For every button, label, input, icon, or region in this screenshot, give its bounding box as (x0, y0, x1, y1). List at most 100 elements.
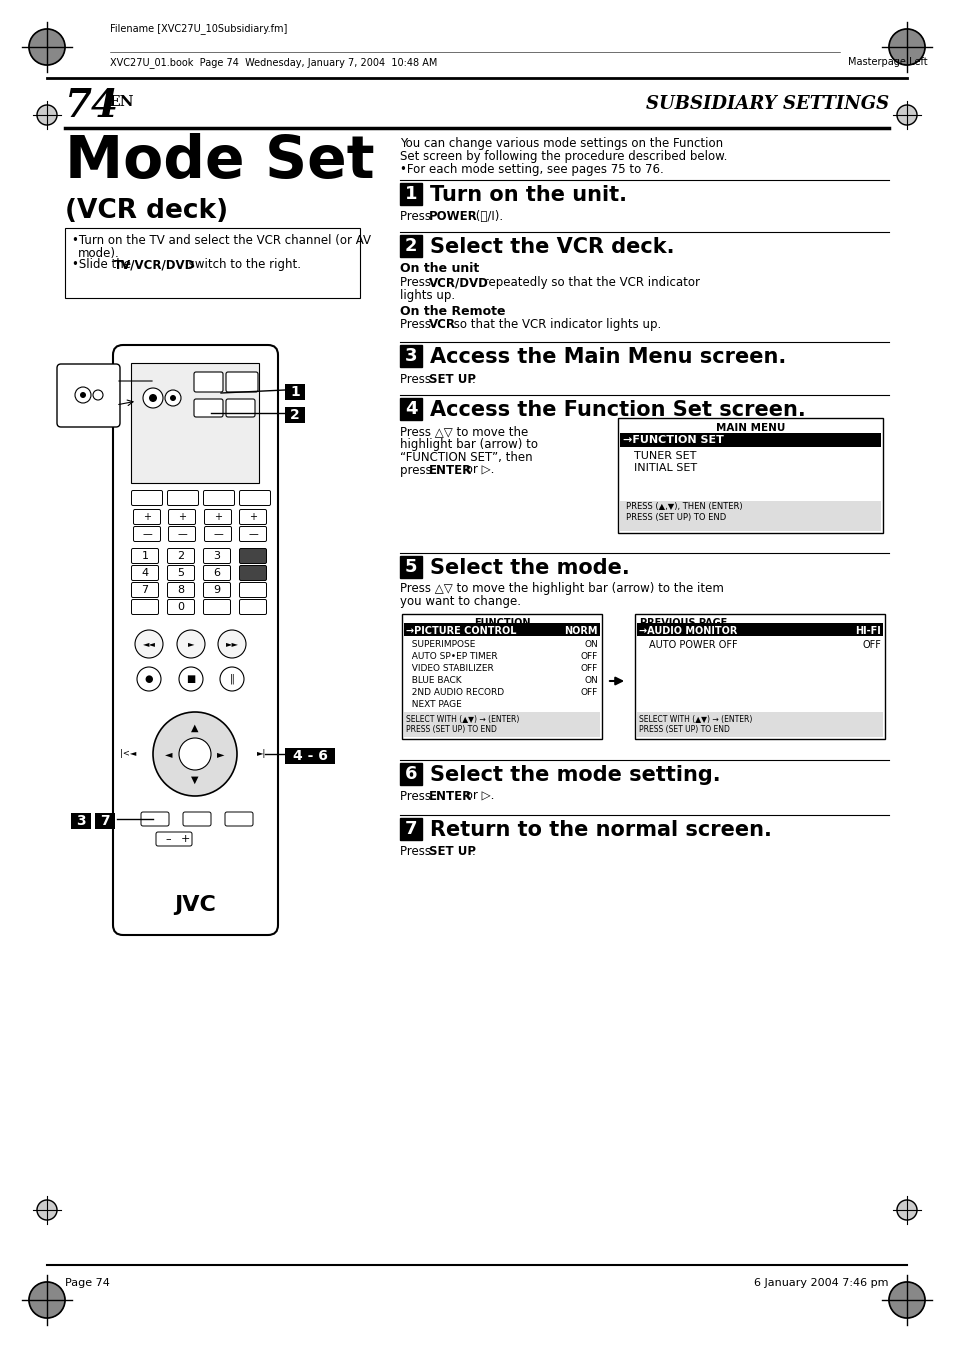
Text: ◄◄: ◄◄ (142, 639, 155, 648)
Text: 7: 7 (100, 815, 110, 828)
Bar (399, 399, 421, 420)
Text: Access the Function Set screen.: Access the Function Set screen. (430, 400, 805, 420)
Bar (637, 623, 882, 636)
Text: Access the Main Menu screen.: Access the Main Menu screen. (430, 347, 785, 367)
Circle shape (896, 105, 916, 126)
FancyBboxPatch shape (239, 527, 266, 542)
FancyBboxPatch shape (132, 549, 158, 563)
Text: ON: ON (583, 676, 598, 685)
FancyBboxPatch shape (193, 372, 223, 392)
Text: –: – (165, 834, 171, 844)
Circle shape (92, 390, 103, 400)
Text: Press: Press (399, 373, 435, 386)
Bar (403, 712, 599, 738)
Text: Set screen by following the procedure described below.: Set screen by following the procedure de… (399, 150, 726, 163)
Text: VIDEO STABILIZER: VIDEO STABILIZER (406, 663, 494, 673)
Text: 3: 3 (76, 815, 86, 828)
Text: so that the VCR indicator lights up.: so that the VCR indicator lights up. (450, 317, 660, 331)
Bar (619, 501, 880, 531)
Text: →AUDIO MONITOR: →AUDIO MONITOR (639, 626, 737, 636)
Text: HI-FI: HI-FI (854, 626, 880, 636)
FancyBboxPatch shape (203, 600, 231, 615)
FancyBboxPatch shape (203, 490, 234, 505)
FancyBboxPatch shape (239, 566, 266, 581)
Text: 1: 1 (141, 551, 149, 561)
Text: repeatedly so that the VCR indicator: repeatedly so that the VCR indicator (479, 276, 700, 289)
Text: Press: Press (399, 276, 435, 289)
Circle shape (152, 712, 236, 796)
Text: JVC: JVC (173, 894, 215, 915)
Bar (618, 417, 882, 534)
Circle shape (135, 630, 163, 658)
Text: •For each mode setting, see pages 75 to 76.: •For each mode setting, see pages 75 to … (399, 163, 663, 176)
Text: 7: 7 (141, 585, 149, 594)
Text: you want to change.: you want to change. (399, 594, 520, 608)
Text: SELECT WITH (▲▼) → (ENTER): SELECT WITH (▲▼) → (ENTER) (406, 715, 518, 724)
Bar (635, 613, 884, 739)
FancyBboxPatch shape (204, 527, 232, 542)
Text: PRESS (▲,▼), THEN (ENTER): PRESS (▲,▼), THEN (ENTER) (625, 503, 741, 511)
Circle shape (137, 667, 161, 690)
Text: Press △▽ to move the highlight bar (arrow) to the item: Press △▽ to move the highlight bar (arro… (399, 582, 723, 594)
Text: xbc1234: xbc1234 (170, 748, 193, 754)
Text: 3: 3 (404, 347, 416, 365)
Bar (399, 235, 421, 257)
FancyBboxPatch shape (239, 600, 266, 615)
Bar (131, 363, 258, 484)
Text: BLUE BACK: BLUE BACK (406, 676, 461, 685)
Text: switch to the right.: switch to the right. (185, 258, 301, 272)
Circle shape (149, 394, 157, 403)
Bar (399, 763, 421, 785)
FancyBboxPatch shape (141, 812, 169, 825)
Text: Mode Set: Mode Set (65, 132, 375, 190)
Text: OFF: OFF (580, 663, 598, 673)
Text: .: . (472, 373, 476, 386)
Bar (71, 813, 91, 830)
Text: Press △▽ to move the: Press △▽ to move the (399, 426, 528, 438)
Circle shape (888, 1282, 924, 1319)
Text: •Slide the: •Slide the (71, 258, 134, 272)
Text: highlight bar (arrow) to: highlight bar (arrow) to (399, 438, 537, 451)
Text: +: + (178, 512, 186, 521)
Text: .: . (472, 844, 476, 858)
Text: ENTER: ENTER (429, 463, 472, 477)
Text: 6 January 2004 7:46 pm: 6 January 2004 7:46 pm (754, 1278, 888, 1288)
Circle shape (179, 738, 211, 770)
Text: INITIAL SET: INITIAL SET (634, 463, 697, 473)
Text: SUPERIMPOSE: SUPERIMPOSE (406, 640, 475, 648)
Text: PRESS (SET UP) TO END: PRESS (SET UP) TO END (406, 725, 497, 734)
Text: On the unit: On the unit (399, 262, 478, 276)
Text: ►►: ►► (225, 639, 238, 648)
Text: 7: 7 (404, 820, 416, 838)
Text: Turn on the unit.: Turn on the unit. (430, 185, 626, 205)
Text: ‖: ‖ (230, 674, 234, 684)
Text: Press: Press (399, 317, 435, 331)
Circle shape (896, 1200, 916, 1220)
FancyBboxPatch shape (132, 582, 158, 597)
Bar (285, 407, 305, 423)
Text: 6: 6 (213, 567, 220, 578)
Circle shape (220, 667, 244, 690)
Text: ►: ► (217, 748, 225, 759)
Circle shape (80, 392, 86, 399)
Text: 4: 4 (141, 567, 149, 578)
FancyBboxPatch shape (239, 582, 266, 597)
Text: MAIN MENU: MAIN MENU (715, 423, 784, 434)
Text: ►|: ►| (257, 750, 267, 758)
FancyBboxPatch shape (239, 509, 266, 524)
Text: 8: 8 (177, 585, 184, 594)
Text: or ▷.: or ▷. (461, 463, 494, 477)
Text: 3: 3 (213, 551, 220, 561)
Text: +: + (143, 512, 151, 521)
FancyBboxPatch shape (225, 812, 253, 825)
Bar (399, 182, 421, 205)
Text: •Turn on the TV and select the VCR channel (or AV: •Turn on the TV and select the VCR chann… (71, 234, 371, 247)
Circle shape (29, 28, 65, 65)
Text: 'TV: 'TV (73, 413, 87, 422)
Circle shape (143, 388, 163, 408)
Text: AUTO SP•EP TIMER: AUTO SP•EP TIMER (406, 653, 497, 661)
Text: 0: 0 (177, 603, 184, 612)
Text: —: — (177, 530, 187, 539)
Circle shape (37, 105, 57, 126)
Text: OFF: OFF (580, 688, 598, 697)
